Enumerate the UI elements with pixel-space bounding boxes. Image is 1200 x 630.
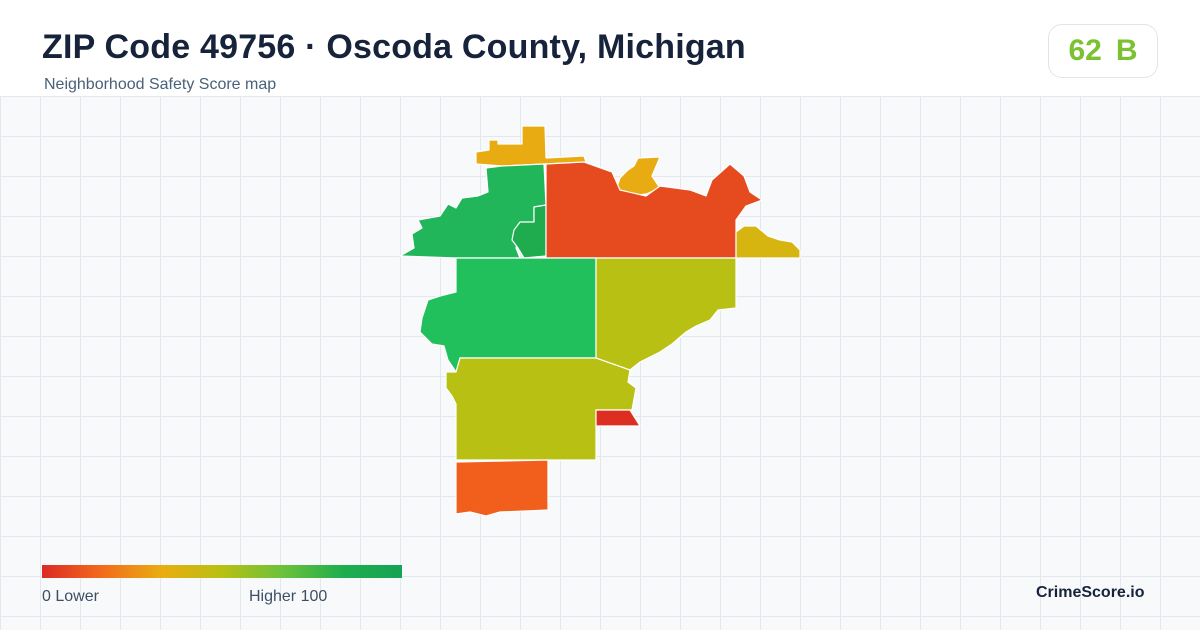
page-subtitle: Neighborhood Safety Score map [44, 76, 277, 93]
header-band [0, 0, 1200, 97]
map-region-north-center[interactable] [545, 161, 763, 259]
legend-low-label: 0 Lower [42, 588, 99, 605]
safety-score-badge: 62 B [1048, 24, 1158, 78]
brand-name[interactable]: CrimeScore.io [1036, 584, 1145, 601]
score-grade: B [1115, 34, 1138, 67]
map-region-northeast-tip[interactable] [735, 225, 801, 259]
legend-high-label: Higher 100 [249, 588, 328, 605]
page-title: ZIP Code 49756 · Oscoda County, Michigan [42, 28, 746, 66]
score-value: 62 [1068, 34, 1102, 67]
map-region-south-center[interactable] [445, 357, 637, 461]
map-region-south[interactable] [455, 459, 549, 517]
legend-gradient-bar [42, 565, 402, 578]
map-region-small-south-east[interactable] [595, 409, 641, 427]
map-region-top-center-strip[interactable] [475, 125, 587, 167]
map-region-center-west[interactable] [419, 257, 597, 373]
